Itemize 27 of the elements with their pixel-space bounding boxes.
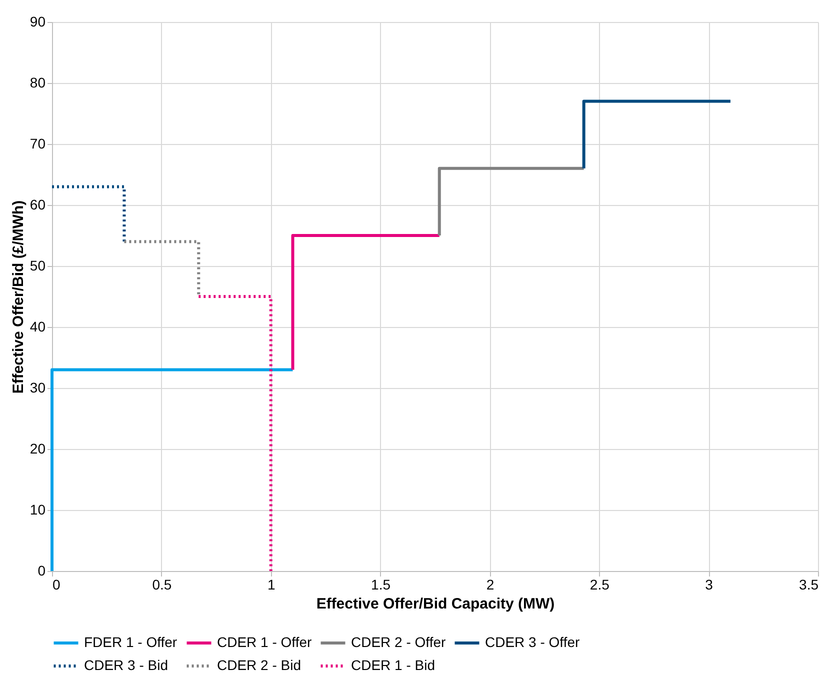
x-tick-label: 3.5 xyxy=(799,576,819,592)
y-tick-label: 60 xyxy=(30,196,46,212)
y-tick-label: 30 xyxy=(30,380,46,396)
y-tick-label: 80 xyxy=(30,74,46,90)
legend-label: CDER 2 - Offer xyxy=(351,634,446,650)
y-tick-label: 20 xyxy=(30,440,46,456)
y-axis-title: Effective Offer/Bid (£/MWh) xyxy=(10,200,27,394)
legend-label: CDER 3 - Bid xyxy=(84,657,168,673)
x-tick-label: 2 xyxy=(486,576,494,592)
x-tick-label: 0.5 xyxy=(152,576,172,592)
x-tick-label: 0 xyxy=(52,576,60,592)
y-tick-label: 90 xyxy=(30,14,46,30)
legend-label: CDER 2 - Bid xyxy=(217,657,302,673)
x-tick-label: 1.5 xyxy=(371,576,391,592)
legend-label: CDER 1 - Offer xyxy=(217,634,312,650)
y-tick-label: 0 xyxy=(38,562,46,578)
x-axis-title: Effective Offer/Bid Capacity (MW) xyxy=(316,596,555,612)
x-tick-label: 3 xyxy=(705,576,714,592)
y-tick-label: 50 xyxy=(30,258,46,274)
x-tick-label: 2.5 xyxy=(590,576,610,592)
legend-label: FDER 1 - Offer xyxy=(84,634,178,650)
y-tick-label: 70 xyxy=(30,136,46,152)
legend-label: CDER 1 - Bid xyxy=(351,657,436,673)
y-tick-label: 40 xyxy=(30,318,46,334)
y-tick-label: 10 xyxy=(30,502,46,518)
x-tick-label: 1 xyxy=(267,576,276,592)
legend-label: CDER 3 - Offer xyxy=(485,634,580,650)
